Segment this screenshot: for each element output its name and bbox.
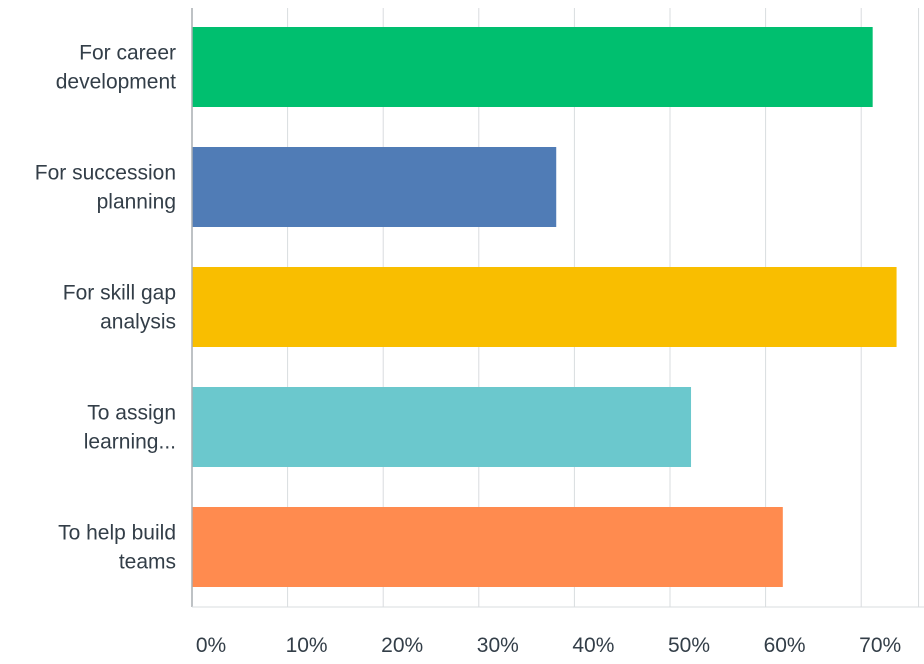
bar [192,507,783,587]
category-labels: For career development For succession plann… [35,42,176,574]
category-label: To assign learning... [84,402,176,454]
x-tick-label: 0% [196,634,226,657]
x-tick-label: 70% [859,634,901,657]
x-tick-label: 40% [572,634,614,657]
category-label: For skill gap analysis [63,282,176,334]
bar [192,27,873,107]
bar [192,267,897,347]
category-label: For career development [56,42,176,94]
x-tick-label: 30% [477,634,519,657]
category-label: To help build teams [58,522,176,574]
x-tick-label: 20% [381,634,423,657]
bar-layer [192,27,897,587]
x-tick-label: 10% [286,634,328,657]
x-tick-labels: 0% 10% 20% 30% 40% 50% 60% 70% [196,634,901,657]
axis-layer [191,8,924,608]
x-tick-label: 60% [764,634,806,657]
category-label: For succession planning [35,162,176,214]
x-tick-label: 50% [668,634,710,657]
bar [192,147,557,227]
bar [192,387,692,467]
